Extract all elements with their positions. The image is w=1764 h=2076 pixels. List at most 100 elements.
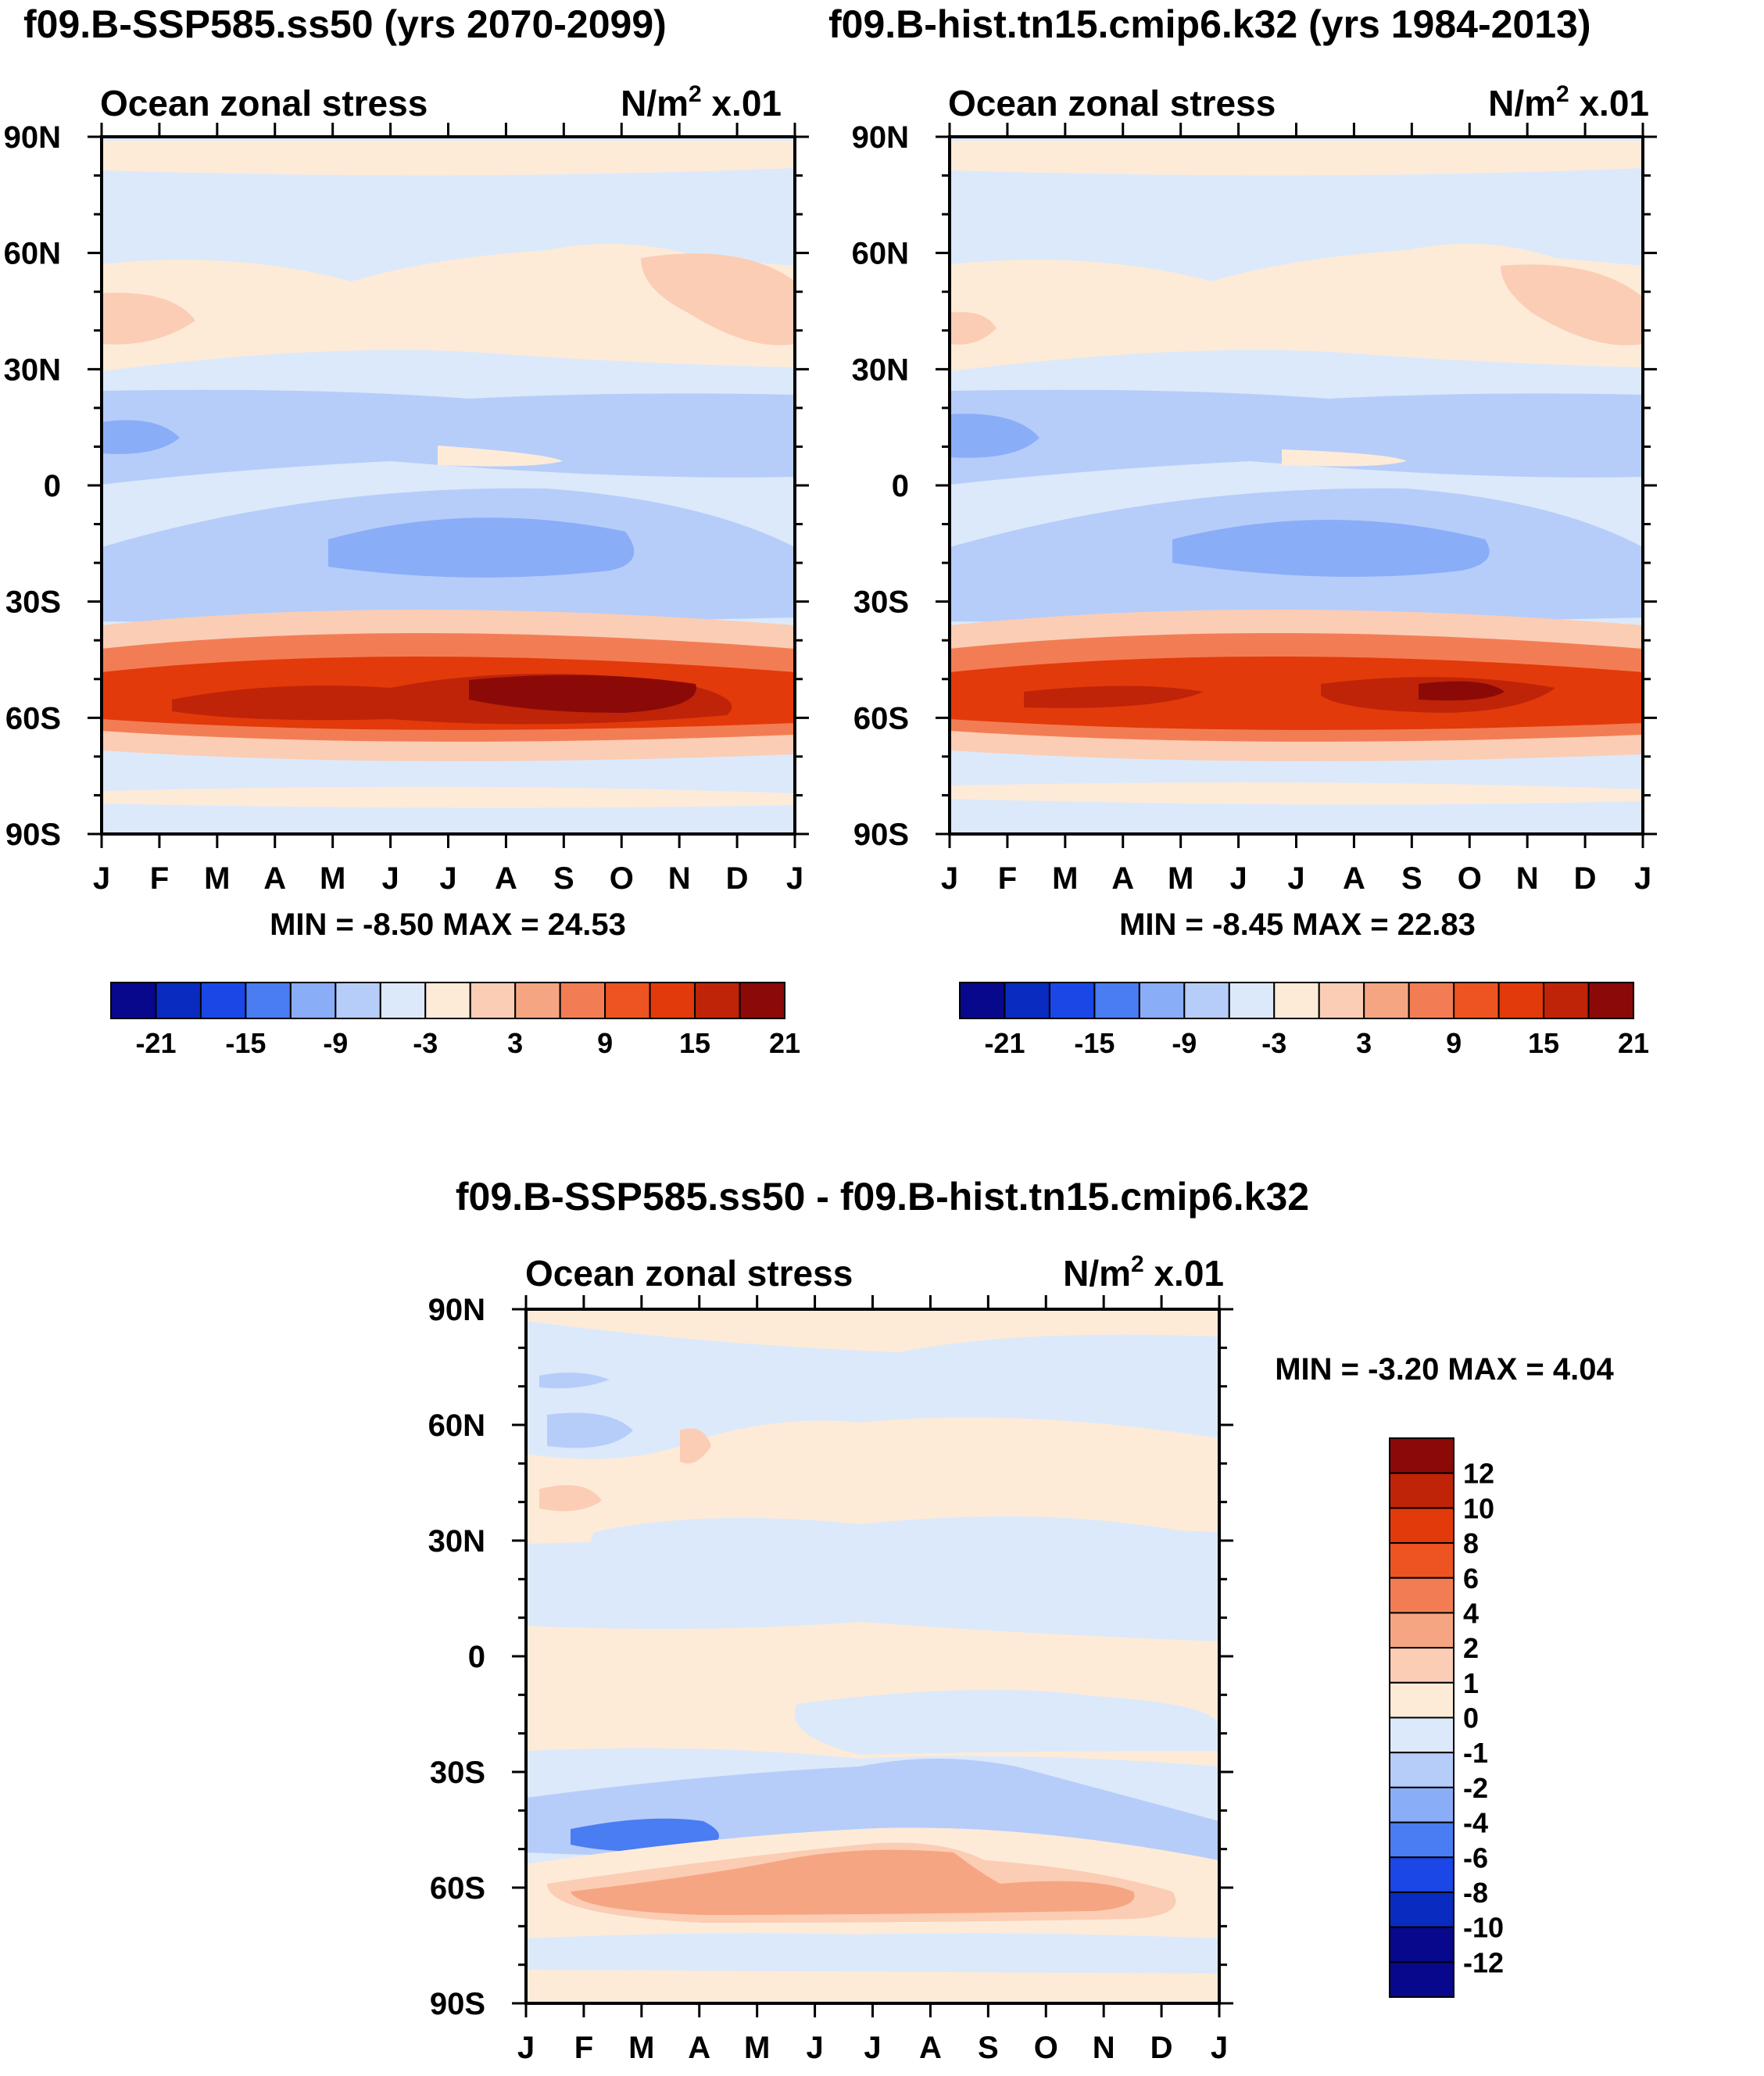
x-tick-label: J	[786, 861, 803, 896]
colorbar-swatch	[1587, 982, 1634, 1019]
contour-tropical-neg	[950, 389, 1643, 485]
colorbar-swatch	[155, 982, 202, 1019]
contour-sox-core	[1024, 685, 1204, 708]
contour-shapes	[526, 1309, 1219, 2003]
colorbar-swatch	[1389, 1437, 1454, 1474]
y-tick-label: 30N	[428, 1524, 485, 1559]
colorbar: -21 -15 -9 -3 3 9 15 21	[959, 982, 1649, 1059]
contour-arctic-neg2	[547, 1412, 633, 1448]
contour-sox-inner	[571, 1849, 1135, 1915]
contour-south-neg2	[1172, 520, 1490, 577]
contour-shapes	[102, 141, 795, 808]
colorbar-swatch	[199, 982, 247, 1019]
x-tick-label: N	[668, 861, 691, 896]
contour-n-pos	[102, 292, 195, 345]
colorbar-swatch	[1318, 982, 1365, 1019]
x-tick-label: J	[1634, 861, 1651, 896]
x-tick-label: A	[1111, 861, 1134, 896]
x-tick-label: F	[574, 2031, 593, 2065]
colorbar-swatch	[1543, 982, 1590, 1019]
colorbar-label: 15	[679, 1027, 710, 1059]
contour-tropical-pos	[1282, 449, 1407, 467]
x-tick-label: N	[1516, 861, 1539, 896]
x-tick-label: M	[1168, 861, 1193, 896]
colorbar-swatch	[1138, 982, 1186, 1019]
y-tick-label: 0	[468, 1640, 485, 1674]
colorbar-swatch	[1048, 982, 1096, 1019]
x-tick-label: J	[517, 2031, 535, 2065]
colorbar-label: 1	[1463, 1667, 1479, 1699]
colorbar-swatch	[1093, 982, 1140, 1019]
colorbar-swatch	[1408, 982, 1455, 1019]
colorbar-swatch	[559, 982, 606, 1019]
colorbar-swatch	[1389, 1961, 1454, 1998]
x-tick-label: J	[439, 861, 456, 896]
colorbar-swatch	[245, 982, 292, 1019]
contour-arctic-neg	[539, 1373, 610, 1389]
panel-ssp585: f09.B-SSP585.ss50 (yrs 2070-2099) Ocean …	[4, 2, 809, 1059]
y-tick-label: 60S	[430, 1871, 485, 1906]
colorbar-swatch	[1389, 1681, 1454, 1719]
colorbar-label: 9	[597, 1027, 613, 1059]
contour-arctic	[102, 141, 795, 176]
colorbar-swatch	[1363, 982, 1410, 1019]
x-tick-label: O	[1034, 2031, 1058, 2065]
min-max-label: MIN = -8.50 MAX = 24.53	[270, 907, 626, 942]
x-tick-label: A	[1343, 861, 1365, 896]
x-tick-label: J	[806, 2031, 823, 2065]
x-tick-label: J	[864, 2031, 881, 2065]
contour-tropical-pos	[438, 446, 563, 467]
x-tick-label: J	[941, 861, 958, 896]
contour-eq-neg	[586, 1516, 1219, 1637]
colorbar-label: -3	[413, 1027, 438, 1059]
y-tick-label: 30N	[852, 353, 909, 387]
contour-south-neg2	[328, 517, 635, 578]
x-tick-label: A	[688, 2031, 710, 2065]
x-tick-label: J	[93, 861, 110, 896]
y-tick-label: 90N	[428, 1293, 485, 1327]
x-tick-label: O	[610, 861, 634, 896]
x-tick-label: D	[1574, 861, 1597, 896]
colorbar-swatch	[424, 982, 471, 1019]
contour-tropical-neg2	[950, 413, 1039, 458]
x-tick-label: J	[381, 861, 399, 896]
x-tick-label: D	[726, 861, 749, 896]
panel-title: f09.B-SSP585.ss50 (yrs 2070-2099)	[23, 2, 667, 46]
contour-midlat-n	[950, 244, 1643, 371]
colorbar-swatch	[1389, 1716, 1454, 1754]
contour-tropical-neg	[102, 389, 795, 485]
heatmap-area	[948, 135, 1644, 836]
x-tick-label: M	[320, 861, 345, 896]
contour-sox-max	[1419, 681, 1505, 701]
contour-antarctic-neg	[526, 1949, 1219, 1970]
x-tick-label: A	[495, 861, 517, 896]
min-max-label: MIN = -3.20 MAX = 4.04	[1275, 1352, 1614, 1387]
colorbar-label: -1	[1463, 1737, 1488, 1769]
panel-subtitle: Ocean zonal stress	[525, 1253, 853, 1294]
contour-s-neg2	[571, 1818, 719, 1852]
y-axis: 90N 60N 30N 0 30S 60S 90S	[852, 120, 1657, 852]
colorbar-label: 15	[1528, 1027, 1559, 1059]
colorbar-label: 8	[1463, 1527, 1479, 1559]
x-tick-label: O	[1458, 861, 1482, 896]
colorbar-swatch	[1273, 982, 1320, 1019]
contour-antarctic-pos	[526, 1970, 1219, 2003]
x-tick-label: J	[1229, 861, 1247, 896]
colorbar-label: 2	[1463, 1632, 1479, 1664]
heatmap-area	[524, 1308, 1221, 2005]
colorbar-label: 12	[1463, 1458, 1494, 1490]
x-tick-label: M	[1052, 861, 1078, 896]
contour-sox-max	[469, 675, 696, 713]
colorbar: -21 -15 -9 -3 3 9 15 21	[110, 982, 800, 1059]
y-tick-label: 60N	[428, 1408, 485, 1443]
y-tick-label: 30S	[5, 585, 61, 620]
panel-difference: f09.B-SSP585.ss50 - f09.B-hist.tn15.cmip…	[428, 1175, 1615, 2065]
colorbar-label: -6	[1463, 1842, 1488, 1874]
colorbar-swatch	[1389, 1542, 1454, 1579]
colorbar-label: -3	[1261, 1027, 1286, 1059]
colorbar-swatch	[1453, 982, 1500, 1019]
contour-shapes	[950, 141, 1643, 805]
x-tick-label: M	[744, 2031, 770, 2065]
panel-subtitle: Ocean zonal stress	[948, 83, 1276, 123]
